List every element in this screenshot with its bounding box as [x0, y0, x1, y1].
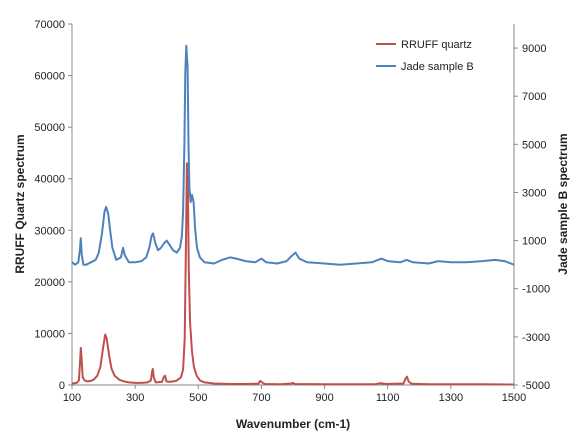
left-y-tick-label: 30000 [34, 225, 65, 237]
right-y-tick-label: -5000 [522, 380, 550, 392]
right-y-tick-label: -3000 [522, 332, 550, 344]
x-tick-label: 500 [189, 392, 207, 404]
right-y-tick-label: 9000 [522, 43, 546, 55]
x-tick-label: 700 [252, 392, 270, 404]
left-y-axis-title: RRUFF Quartz spectrum [13, 134, 27, 273]
legend: RRUFF quartz Jade sample B [376, 39, 474, 73]
series-line-jade-sample-b [71, 44, 515, 266]
x-tick-label: 300 [126, 392, 144, 404]
right-y-tick-label: 7000 [522, 91, 546, 103]
legend-label: Jade sample B [401, 61, 474, 73]
left-y-tick-label: 60000 [34, 71, 65, 83]
left-y-tick-label: 50000 [34, 122, 65, 134]
legend-label: RRUFF quartz [401, 39, 472, 51]
series-layer [71, 44, 515, 386]
left-y-tick-label: 40000 [34, 174, 65, 186]
right-y-axis-title: Jade sample B spectrum [556, 133, 570, 274]
series-line-rruff-quartz [71, 162, 515, 386]
x-tick-label: 1500 [502, 392, 526, 404]
left-y-tick-label: 0 [59, 380, 65, 392]
right-y-tick-label: 5000 [522, 139, 546, 151]
axes-layer: 100 300 500 700 900 1100 1300 1500 0 10000 20000 30… [34, 19, 550, 404]
x-axis-title: Wavenumber (cm-1) [236, 417, 350, 431]
right-y-tick-label: 3000 [522, 187, 546, 199]
right-y-tick-label: -1000 [522, 284, 550, 296]
right-y-tick-label: 1000 [522, 236, 546, 248]
x-tick-label: 1300 [439, 392, 463, 404]
left-y-tick-label: 70000 [34, 19, 65, 31]
left-y-tick-label: 10000 [34, 328, 65, 340]
x-tick-label: 100 [63, 392, 81, 404]
left-y-tick-label: 20000 [34, 277, 65, 289]
x-tick-label: 1100 [376, 392, 400, 404]
x-tick-label: 900 [315, 392, 333, 404]
